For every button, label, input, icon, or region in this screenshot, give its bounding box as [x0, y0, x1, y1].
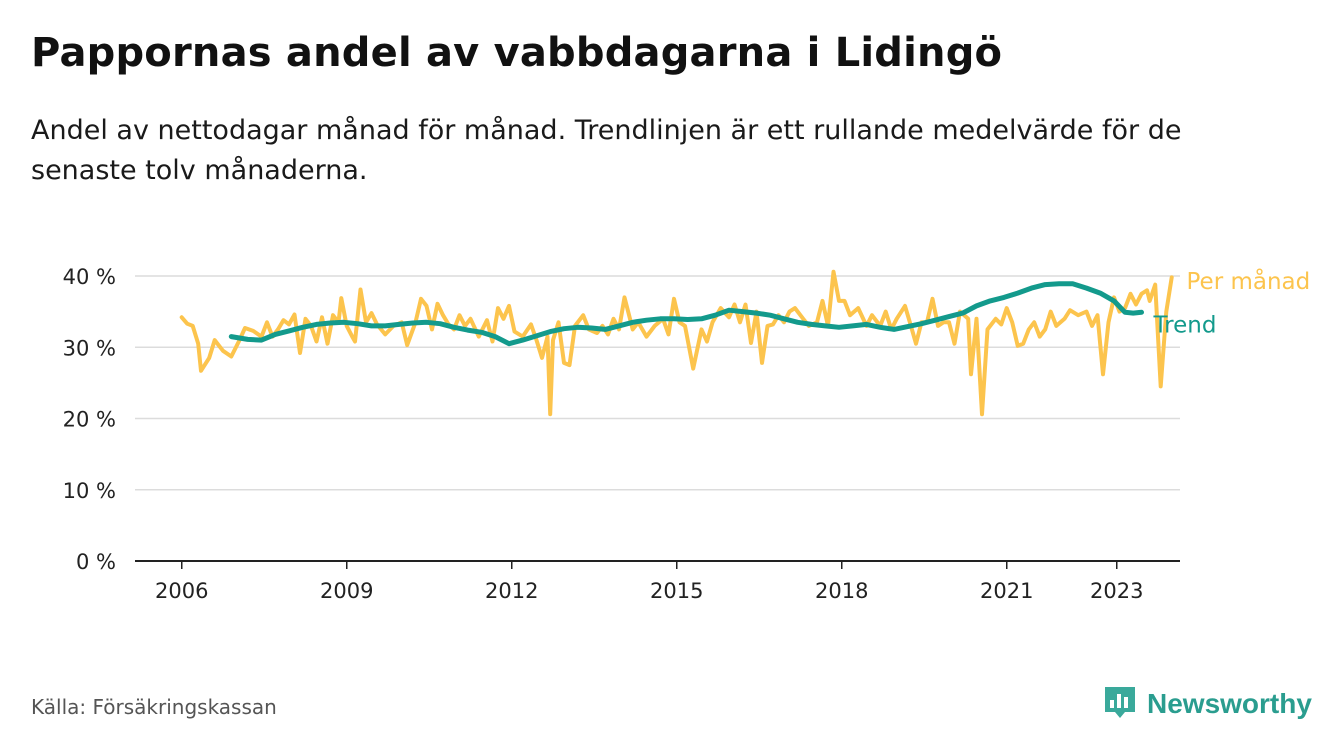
brand-logo[interactable]: Newsworthy	[1103, 684, 1312, 724]
brand-name: Newsworthy	[1147, 688, 1312, 719]
series-label-trend: Trend	[1153, 312, 1217, 338]
x-tick-label: 2006	[155, 579, 208, 603]
chart-title: Pappornas andel av vabbdagarna i Lidingö	[31, 30, 1003, 76]
y-tick-label: 40 %	[63, 265, 116, 289]
chart-subtitle: Andel av nettodagar månad för månad. Tre…	[31, 115, 1182, 186]
y-tick-label: 0 %	[76, 550, 116, 574]
x-tick-label: 2009	[320, 579, 373, 603]
series-line-per-manad	[179, 269, 1174, 417]
newsworthy-logo-icon	[1105, 687, 1135, 718]
x-tick-label: 2015	[650, 579, 703, 603]
y-tick-label: 10 %	[63, 479, 116, 503]
y-tick-label: 20 %	[63, 408, 116, 432]
x-axis-ticks: 2006 2009 2012 2015 2018 2021 2023	[155, 561, 1143, 603]
series-lines	[179, 269, 1174, 417]
gridlines	[135, 275, 1180, 491]
x-tick-label: 2018	[815, 579, 868, 603]
series-line-trend	[228, 281, 1144, 347]
x-tick-label: 2012	[485, 579, 538, 603]
series-label-per-manad: Per månad	[1187, 267, 1311, 295]
source-note: Källa: Försäkringskassan	[31, 695, 277, 719]
x-tick-label: 2021	[980, 579, 1033, 603]
y-axis-ticks: 0 % 10 % 20 % 30 % 40 %	[63, 265, 116, 574]
series-labels: Per månad Trend	[1153, 267, 1311, 338]
x-tick-label: 2023	[1090, 579, 1143, 603]
y-tick-label: 30 %	[63, 336, 116, 360]
